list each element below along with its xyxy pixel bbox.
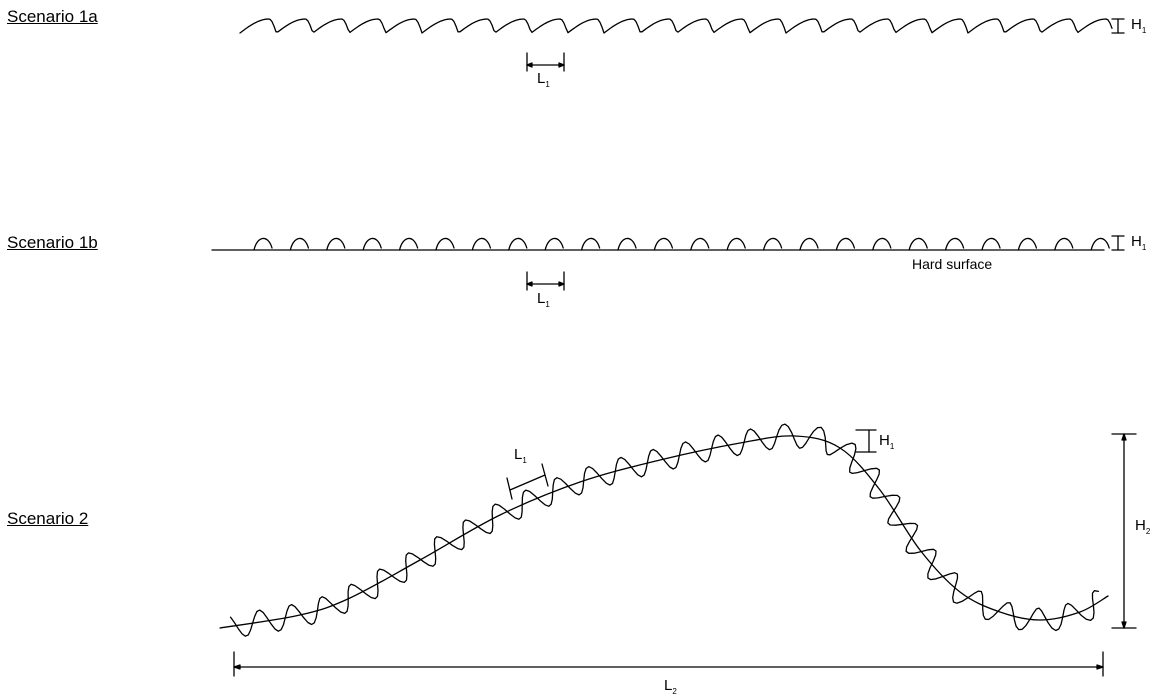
- scenario-2-roughness-on-terrain: [229, 423, 1100, 637]
- s1b-h1-symbol: H1: [1131, 233, 1147, 252]
- scenario-1b-l1-dimension: [526, 271, 565, 291]
- scenario-2-label: Scenario 2: [7, 509, 89, 528]
- scenario-1a-h1-dimension: [1111, 18, 1125, 34]
- scenario-2-l2-dimension: [233, 651, 1104, 677]
- s1a-h1-symbol: H1: [1131, 16, 1147, 35]
- scenario-1a-roughness-wave: [239, 18, 1113, 34]
- scenario-2-large-scale-terrain: [219, 435, 1109, 629]
- s2-h2-symbol: H2: [1135, 517, 1151, 536]
- scenario-1b-roughness-bumps: [253, 237, 1110, 251]
- scenario-1a-l1-dimension: [526, 52, 565, 72]
- s1a-l1-symbol: L1: [537, 70, 550, 89]
- scenario-2-h2-dimension: [1111, 433, 1137, 629]
- s2-l1-symbol: L1: [514, 446, 527, 465]
- scenario-2-l1-dimension: [506, 463, 549, 500]
- scenario-1a-label: Scenario 1a: [7, 7, 98, 26]
- s2-l2-symbol: L2: [664, 677, 677, 696]
- scenario-1b-label: Scenario 1b: [7, 233, 98, 252]
- hard-surface-label: Hard surface: [912, 256, 993, 272]
- s2-h1-symbol: H1: [879, 432, 895, 451]
- scenario-1b-h1-dimension: [1111, 235, 1125, 251]
- s1b-l1-symbol: L1: [537, 290, 550, 309]
- scenario-2-h1-dimension: [855, 429, 877, 453]
